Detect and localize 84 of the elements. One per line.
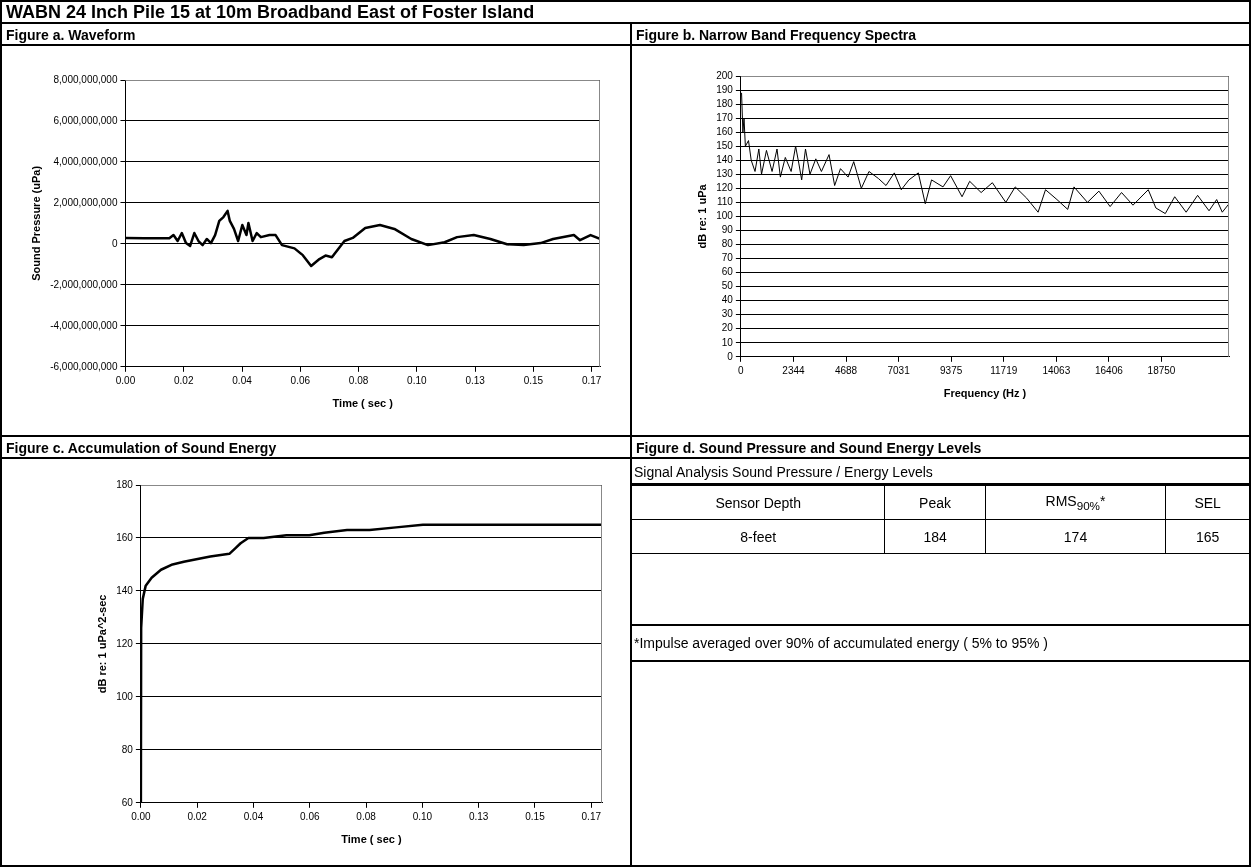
y-tick-label: 120 bbox=[116, 637, 134, 649]
y-tick-label: 160 bbox=[716, 125, 734, 137]
y-tick-label: 150 bbox=[716, 139, 734, 151]
y-tick-label: 2,000,000,000 bbox=[53, 196, 118, 208]
chart-title: Figure a. Waveform bbox=[2, 24, 630, 46]
data-label: 165 bbox=[1165, 519, 1249, 554]
x-tick-label: 0.10 bbox=[407, 374, 428, 386]
x-tick-label: 14063 bbox=[1042, 364, 1071, 376]
text: *Impulse averaged over 90% of accumulated energy ( 5% to 95% ) bbox=[632, 626, 1249, 662]
y-tick-label: 140 bbox=[716, 153, 734, 165]
x-tick-label: 4688 bbox=[834, 364, 858, 376]
x-tick-label: 16406 bbox=[1095, 364, 1124, 376]
y-tick-label: 160 bbox=[116, 531, 134, 543]
x-tick-label: 18750 bbox=[1147, 364, 1176, 376]
x-tick-label: 0.00 bbox=[115, 374, 136, 386]
x-tick-label: 0.17 bbox=[581, 374, 602, 386]
x-axis-title: Time ( sec ) bbox=[332, 397, 394, 410]
y-tick-label: 180 bbox=[716, 97, 734, 109]
y-tick-label: 100 bbox=[716, 210, 734, 222]
x-tick-label: 0.15 bbox=[525, 810, 546, 822]
x-tick-label: 0.00 bbox=[131, 810, 152, 822]
x-tick-label: 0.10 bbox=[412, 810, 433, 822]
y-tick-label: -2,000,000,000 bbox=[50, 278, 118, 290]
text: Figure d. Sound Pressure and Sound Energy Levels bbox=[632, 437, 1249, 459]
y-tick-label: 40 bbox=[721, 294, 734, 306]
chart-title: Figure b. Narrow Band Frequency Spectra bbox=[632, 24, 1249, 46]
category-label: SEL bbox=[1165, 485, 1249, 520]
y-tick-label: -4,000,000,000 bbox=[50, 319, 118, 331]
y-tick-label: 20 bbox=[721, 322, 734, 334]
x-tick-label: 0.06 bbox=[300, 810, 320, 822]
y-tick-label: 0 bbox=[727, 350, 734, 362]
y-tick-label: 110 bbox=[716, 196, 734, 208]
y-tick-label: 6,000,000,000 bbox=[53, 114, 118, 126]
x-tick-label: 0.08 bbox=[348, 374, 369, 386]
y-tick-label: 140 bbox=[116, 584, 134, 596]
x-tick-label: 0.17 bbox=[581, 810, 602, 822]
x-tick-label: 0.02 bbox=[187, 810, 208, 822]
y-tick-label: -6,000,000,000 bbox=[50, 360, 118, 372]
category-label: Peak bbox=[884, 485, 986, 520]
x-tick-label: 9375 bbox=[940, 364, 963, 376]
x-tick-label: 7031 bbox=[887, 364, 911, 376]
y-tick-label: 190 bbox=[716, 83, 734, 95]
text: Sensor Depth bbox=[632, 485, 885, 520]
y-tick-label: 60 bbox=[121, 796, 134, 808]
y-axis-title: Sound Pressure (uPa) bbox=[29, 165, 42, 281]
y-tick-label: 10 bbox=[721, 336, 734, 348]
y-tick-label: 170 bbox=[716, 111, 734, 123]
x-axis-title: Frequency (Hz ) bbox=[943, 387, 1027, 400]
data-label: 184 bbox=[884, 519, 986, 554]
x-tick-label: 0.04 bbox=[232, 374, 253, 386]
y-tick-label: 8,000,000,000 bbox=[53, 73, 118, 85]
y-tick-label: 80 bbox=[121, 743, 134, 755]
y-tick-label: 120 bbox=[716, 182, 734, 194]
chart-title: Figure c. Accumulation of Sound Energy bbox=[2, 437, 630, 459]
y-tick-label: 50 bbox=[721, 280, 734, 292]
x-tick-label: 0.04 bbox=[243, 810, 264, 822]
text: Signal Analysis Sound Pressure / Energy Levels bbox=[632, 459, 1249, 485]
y-tick-label: 180 bbox=[116, 478, 134, 490]
category-label: 8-feet bbox=[740, 528, 777, 545]
y-axis-title: dB re: 1 uPa bbox=[695, 183, 708, 249]
y-tick-label: 130 bbox=[716, 168, 734, 180]
y-tick-label: 80 bbox=[721, 238, 734, 250]
x-tick-label: 0.08 bbox=[356, 810, 377, 822]
x-tick-label: 2344 bbox=[782, 364, 806, 376]
data-label: 174 bbox=[985, 519, 1166, 554]
y-tick-label: 70 bbox=[721, 252, 734, 264]
category-label: RMS$_{90%}$* bbox=[985, 485, 1166, 520]
y-tick-label: 4,000,000,000 bbox=[53, 155, 118, 167]
x-tick-label: 0.15 bbox=[523, 374, 544, 386]
x-tick-label: 0 bbox=[738, 364, 745, 376]
y-tick-label: 60 bbox=[721, 266, 734, 278]
x-axis-title: Time ( sec ) bbox=[341, 833, 402, 846]
x-tick-label: 0.13 bbox=[465, 374, 486, 386]
x-tick-label: 11719 bbox=[990, 364, 1018, 376]
x-tick-label: 0.02 bbox=[174, 374, 194, 386]
y-tick-label: 100 bbox=[116, 690, 134, 702]
y-tick-label: 30 bbox=[721, 308, 734, 320]
y-tick-label: 0 bbox=[111, 237, 118, 249]
y-tick-label: 90 bbox=[721, 224, 734, 236]
text: WABN 24 Inch Pile 15 at 10m Broadband East of Foster Island bbox=[2, 2, 1249, 24]
y-tick-label: 200 bbox=[716, 69, 734, 81]
y-axis-title: dB re: 1 uPa^2-sec bbox=[95, 594, 108, 694]
x-tick-label: 0.13 bbox=[468, 810, 489, 822]
x-tick-label: 0.06 bbox=[290, 374, 311, 386]
